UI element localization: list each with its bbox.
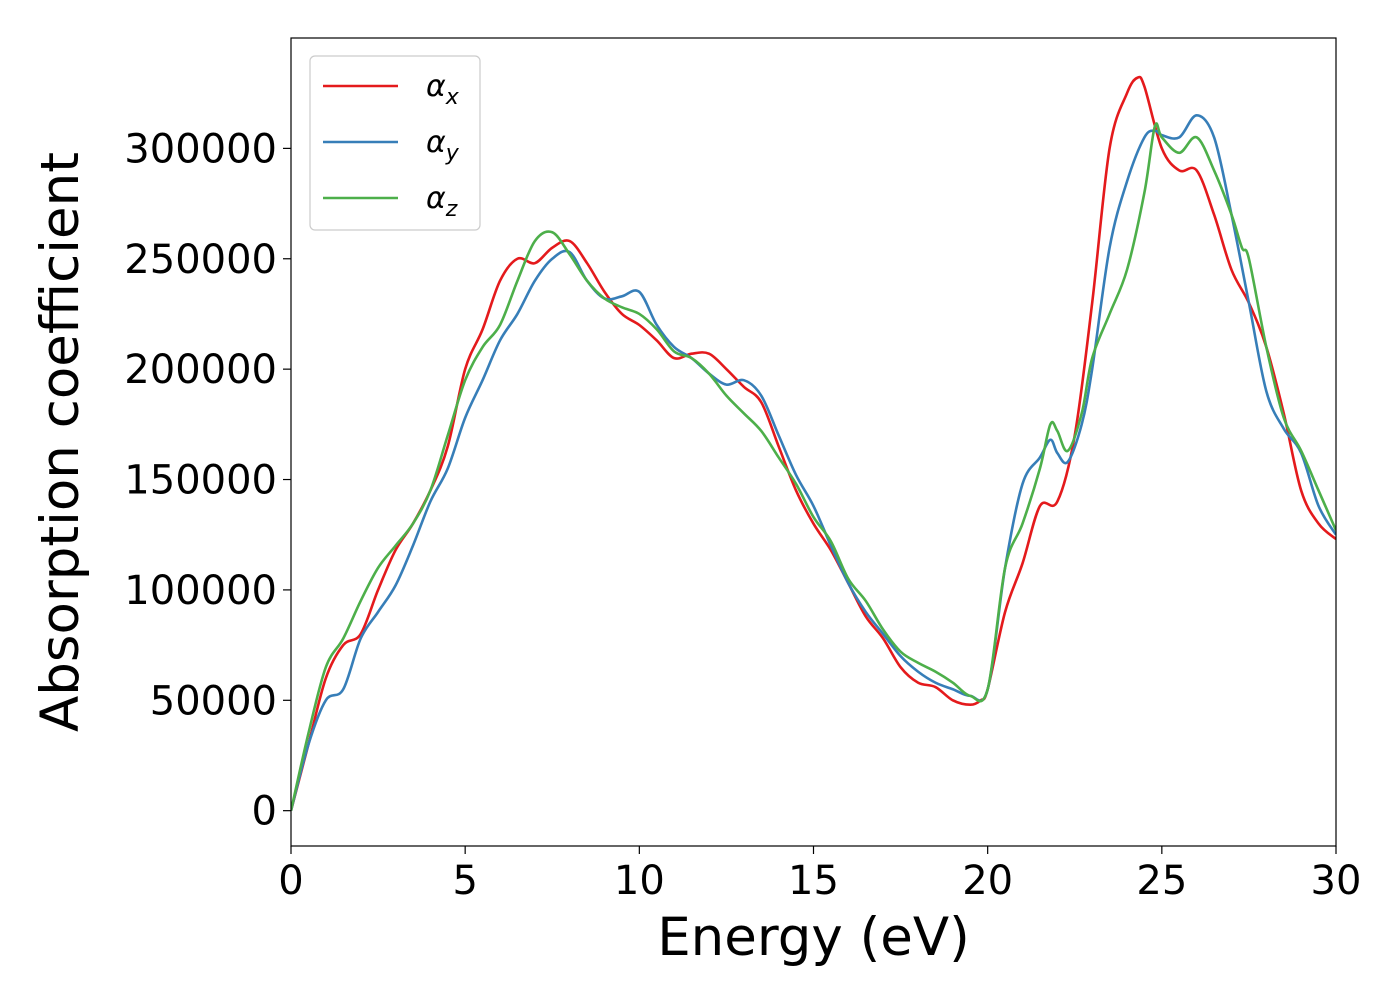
- x-tick-label: 10: [614, 858, 665, 904]
- legend-symbol: α: [426, 181, 446, 216]
- x-axis-title: Energy (eV): [657, 907, 970, 968]
- x-tick-label: 0: [278, 858, 303, 904]
- y-axis-title: Absorption coefficient: [30, 152, 91, 732]
- legend-subscript: y: [445, 141, 460, 166]
- y-axis-ticks: 0 50000 100000 150000 200000 250000 300000: [124, 126, 291, 835]
- x-tick-label: 25: [1136, 858, 1187, 904]
- x-tick-label: 5: [452, 858, 477, 904]
- y-tick-label: 200000: [124, 347, 277, 393]
- x-tick-label: 15: [788, 858, 839, 904]
- y-tick-label: 300000: [124, 126, 277, 172]
- x-tick-label: 30: [1311, 858, 1362, 904]
- y-tick-label: 250000: [124, 237, 277, 283]
- legend-label-alpha-x: αx: [426, 69, 460, 110]
- series-line-alpha-z: [291, 122, 1336, 811]
- legend-label-alpha-y: αy: [426, 125, 460, 166]
- series-lines: [291, 75, 1336, 812]
- x-axis-ticks: 0 5 10 15 20 25 30: [278, 846, 1361, 904]
- x-tick-label: 20: [962, 858, 1013, 904]
- y-tick-label: 100000: [124, 568, 277, 614]
- y-tick-label: 50000: [150, 678, 277, 724]
- legend-subscript: x: [445, 85, 460, 110]
- legend-label-alpha-z: αz: [426, 181, 458, 222]
- y-tick-label: 0: [252, 789, 277, 835]
- legend-symbol: α: [426, 69, 446, 104]
- legend-subscript: z: [445, 197, 458, 222]
- y-tick-label: 150000: [124, 458, 277, 504]
- legend-symbol: α: [426, 125, 446, 160]
